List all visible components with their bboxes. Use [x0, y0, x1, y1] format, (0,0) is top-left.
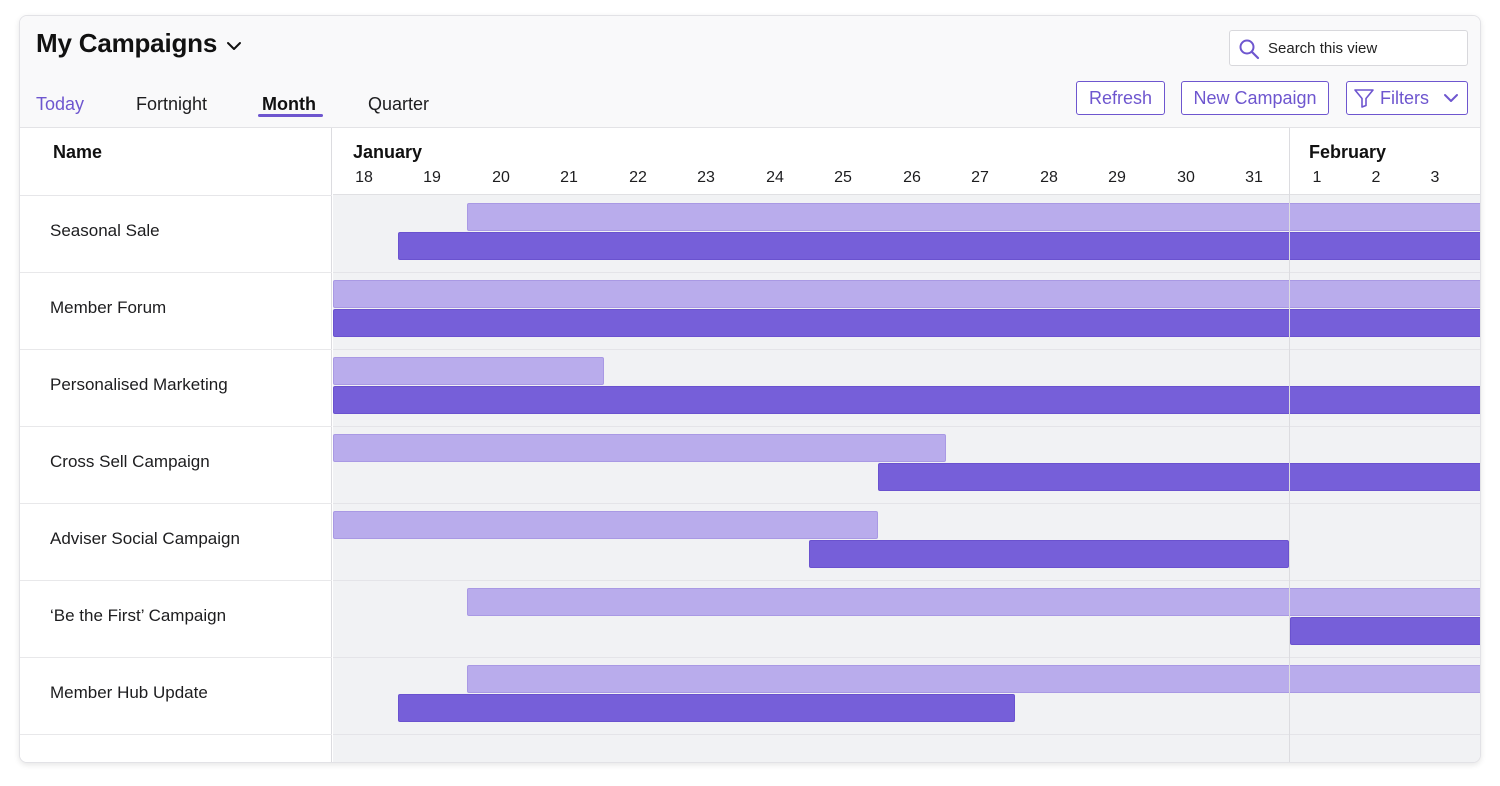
planned-bar[interactable]	[333, 434, 946, 462]
day-label: 2	[1371, 169, 1381, 186]
new-campaign-button[interactable]: New Campaign	[1181, 81, 1329, 115]
campaign-name[interactable]: Personalised Marketing	[50, 375, 228, 394]
filters-button[interactable]: Filters	[1346, 81, 1468, 115]
day-label: 28	[1040, 169, 1058, 186]
page-title: My Campaigns	[36, 28, 218, 58]
row-divider	[333, 426, 1480, 427]
campaign-name[interactable]: Seasonal Sale	[50, 221, 160, 240]
view-title-dropdown[interactable]: My Campaigns	[36, 28, 242, 59]
divider	[20, 195, 332, 196]
campaign-name[interactable]: Member Hub Update	[50, 683, 208, 702]
tab-quarter[interactable]: Quarter	[368, 94, 430, 114]
day-label: 26	[903, 169, 921, 186]
row-divider	[333, 734, 1480, 735]
campaign-name[interactable]: Adviser Social Campaign	[50, 529, 240, 548]
chevron-down-icon	[1444, 94, 1458, 102]
search-icon	[1239, 39, 1260, 60]
row-divider	[20, 580, 332, 581]
header-bar: My Campaigns Today Fortnight Month Quart…	[20, 16, 1480, 128]
chevron-down-icon	[227, 41, 242, 50]
row-divider	[333, 272, 1480, 273]
month-label-february: February	[1309, 142, 1387, 162]
day-label: 21	[560, 169, 578, 186]
timeline-grid: January February 18 19 20 21 22 23 24 25 26 27 28 2…	[333, 128, 1480, 762]
month-divider	[1289, 128, 1290, 762]
campaign-name[interactable]: Cross Sell Campaign	[50, 452, 210, 471]
active-tab-indicator	[258, 114, 323, 117]
planned-bar[interactable]	[333, 511, 878, 539]
day-label: 19	[423, 169, 441, 186]
search-box	[1229, 30, 1468, 66]
planned-bar[interactable]	[467, 665, 1480, 693]
campaign-name[interactable]: ‘Be the First’ Campaign	[50, 606, 227, 625]
row-divider	[20, 503, 332, 504]
planned-bar[interactable]	[467, 203, 1480, 231]
day-label: 30	[1177, 169, 1195, 186]
actual-bar[interactable]	[398, 694, 1015, 722]
day-label: 22	[629, 169, 647, 186]
day-label: 31	[1245, 169, 1263, 186]
tab-month[interactable]: Month	[262, 94, 316, 114]
row-divider	[333, 503, 1480, 504]
row-divider	[20, 349, 332, 350]
actual-bar[interactable]	[333, 309, 1480, 337]
filters-label: Filters	[1380, 87, 1429, 108]
row-divider	[20, 657, 332, 658]
search-input[interactable]	[1268, 31, 1463, 65]
name-column-header: Name	[53, 142, 103, 162]
day-label: 23	[697, 169, 715, 186]
day-label: 1	[1312, 169, 1322, 186]
month-label-january: January	[353, 142, 423, 162]
row-divider	[333, 349, 1480, 350]
row-divider	[20, 272, 332, 273]
tab-fortnight[interactable]: Fortnight	[136, 94, 208, 114]
campaign-timeline-card: My Campaigns Today Fortnight Month Quart…	[19, 15, 1481, 763]
actual-bar[interactable]	[809, 540, 1289, 568]
actual-bar[interactable]	[398, 232, 1480, 260]
row-divider	[333, 580, 1480, 581]
row-divider	[20, 734, 332, 735]
planned-bar[interactable]	[467, 588, 1480, 616]
day-label: 25	[834, 169, 852, 186]
actual-bar[interactable]	[878, 463, 1480, 491]
actual-bar[interactable]	[1290, 617, 1480, 645]
timeline-header: January February 18 19 20 21 22 23 24 25 26 27 28 2…	[333, 128, 1480, 195]
planned-bar[interactable]	[333, 357, 604, 385]
day-label: 29	[1108, 169, 1126, 186]
timeline-body	[333, 195, 1480, 762]
row-divider	[20, 426, 332, 427]
tab-today[interactable]: Today	[36, 94, 85, 114]
day-label: 20	[492, 169, 510, 186]
row-divider	[333, 657, 1480, 658]
refresh-button[interactable]: Refresh	[1076, 81, 1165, 115]
filter-icon	[1354, 89, 1374, 108]
day-label: 18	[355, 169, 373, 186]
day-label: 24	[766, 169, 784, 186]
day-label: 3	[1430, 169, 1440, 186]
day-label: 27	[971, 169, 989, 186]
campaign-name-column: Name Seasonal Sale Member Forum Personalis…	[20, 128, 332, 762]
planned-bar[interactable]	[333, 280, 1480, 308]
campaign-name[interactable]: Member Forum	[50, 298, 167, 317]
actual-bar[interactable]	[333, 386, 1480, 414]
